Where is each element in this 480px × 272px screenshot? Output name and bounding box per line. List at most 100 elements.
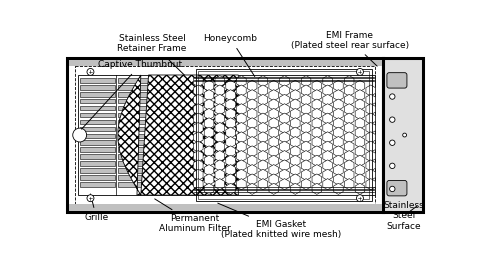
Polygon shape	[334, 146, 343, 157]
Polygon shape	[312, 90, 322, 101]
Polygon shape	[204, 137, 214, 147]
Polygon shape	[355, 155, 365, 166]
Bar	[80, 126, 115, 131]
Polygon shape	[269, 99, 278, 110]
Polygon shape	[247, 118, 257, 129]
Polygon shape	[226, 127, 235, 138]
Polygon shape	[312, 174, 322, 185]
Polygon shape	[215, 169, 225, 180]
Bar	[118, 126, 153, 131]
Circle shape	[357, 69, 363, 75]
Bar	[80, 147, 115, 152]
Bar	[80, 113, 115, 117]
Polygon shape	[280, 76, 289, 87]
Polygon shape	[193, 76, 203, 87]
Polygon shape	[323, 179, 333, 190]
Polygon shape	[193, 169, 203, 180]
Bar	[80, 140, 115, 145]
Circle shape	[73, 128, 86, 142]
Bar	[80, 99, 115, 103]
Polygon shape	[247, 146, 257, 157]
Polygon shape	[312, 80, 322, 91]
Polygon shape	[355, 108, 365, 119]
Polygon shape	[323, 113, 333, 124]
Polygon shape	[258, 150, 268, 162]
Polygon shape	[344, 76, 354, 87]
Polygon shape	[269, 146, 278, 157]
Bar	[80, 85, 115, 89]
Polygon shape	[280, 141, 289, 152]
Polygon shape	[344, 132, 354, 143]
Polygon shape	[269, 80, 278, 91]
Polygon shape	[355, 174, 365, 185]
Polygon shape	[226, 90, 235, 101]
Polygon shape	[280, 122, 289, 134]
Polygon shape	[366, 169, 375, 180]
Polygon shape	[301, 104, 311, 115]
Polygon shape	[280, 150, 289, 162]
Polygon shape	[312, 183, 322, 194]
Bar	[80, 182, 115, 187]
Polygon shape	[312, 146, 322, 157]
Text: Honeycomb: Honeycomb	[204, 34, 258, 76]
Polygon shape	[355, 90, 365, 101]
Circle shape	[390, 117, 395, 122]
Polygon shape	[226, 146, 235, 157]
Polygon shape	[366, 160, 375, 171]
Polygon shape	[204, 127, 214, 138]
Polygon shape	[344, 85, 354, 96]
Polygon shape	[290, 127, 300, 138]
Circle shape	[390, 94, 395, 99]
Polygon shape	[355, 183, 365, 194]
Bar	[118, 78, 153, 83]
Polygon shape	[344, 113, 354, 124]
Polygon shape	[290, 155, 300, 166]
Polygon shape	[193, 85, 203, 96]
Polygon shape	[226, 155, 235, 166]
Polygon shape	[237, 179, 246, 190]
Polygon shape	[204, 155, 214, 166]
Bar	[156, 120, 191, 124]
Polygon shape	[355, 146, 365, 157]
Polygon shape	[301, 85, 311, 96]
Polygon shape	[280, 113, 289, 124]
Polygon shape	[269, 137, 278, 147]
Polygon shape	[334, 118, 343, 129]
Bar	[192, 75, 375, 195]
Bar	[198, 71, 369, 199]
Polygon shape	[366, 122, 375, 134]
Polygon shape	[334, 137, 343, 147]
Polygon shape	[301, 141, 311, 152]
Polygon shape	[247, 183, 257, 194]
Polygon shape	[247, 127, 257, 138]
Polygon shape	[290, 99, 300, 110]
Polygon shape	[237, 169, 246, 180]
Polygon shape	[323, 160, 333, 171]
Bar	[156, 182, 191, 187]
Bar	[196, 69, 372, 201]
Polygon shape	[312, 155, 322, 166]
Polygon shape	[344, 160, 354, 171]
Circle shape	[87, 195, 94, 202]
Polygon shape	[193, 150, 203, 162]
Polygon shape	[204, 174, 214, 185]
Polygon shape	[323, 94, 333, 106]
Polygon shape	[334, 174, 343, 185]
Polygon shape	[204, 80, 214, 91]
Polygon shape	[237, 122, 246, 134]
Polygon shape	[118, 75, 238, 195]
Polygon shape	[193, 122, 203, 134]
Bar	[67, 58, 383, 212]
Polygon shape	[355, 118, 365, 129]
Polygon shape	[258, 113, 268, 124]
Polygon shape	[355, 137, 365, 147]
Polygon shape	[280, 160, 289, 171]
Polygon shape	[215, 85, 225, 96]
Bar	[80, 106, 115, 110]
Polygon shape	[204, 146, 214, 157]
Polygon shape	[323, 150, 333, 162]
Polygon shape	[226, 183, 235, 194]
Polygon shape	[280, 169, 289, 180]
Polygon shape	[290, 90, 300, 101]
Bar	[118, 161, 153, 166]
